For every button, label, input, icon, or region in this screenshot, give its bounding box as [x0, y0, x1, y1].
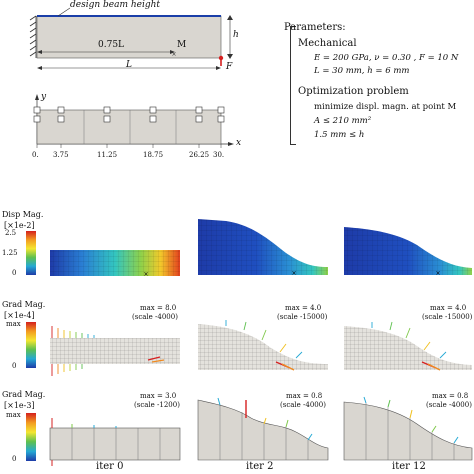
tick-4: 26.25	[189, 151, 210, 159]
svg-text:×: ×	[171, 51, 176, 58]
disp-iter0: ×	[50, 250, 180, 278]
r2c0-scale: (scale -4000)	[132, 313, 178, 321]
r3c0-scale: (scale -1200)	[134, 401, 180, 409]
grad3-tick-bottom: 0	[12, 455, 17, 463]
pos-label: 0.75L	[98, 40, 125, 50]
grad3-iter2	[197, 397, 329, 461]
iter-label-12: iter 12	[392, 461, 426, 472]
beam-body	[36, 15, 222, 59]
length-label: L	[126, 60, 132, 70]
disp-row-scale: [×1e-2]	[4, 221, 35, 230]
grad3-row-scale: [×1e-3]	[4, 401, 35, 410]
r2c1-max: max = 4.0	[285, 304, 322, 312]
beam-diagram: ×	[29, 7, 233, 70]
grad3-iter12	[343, 396, 473, 461]
grad4-tick-top: max	[6, 320, 21, 328]
mechanical-line1: E = 200 GPa, ν = 0.30 , F = 10 N	[314, 53, 459, 63]
disp-tick-top: 2.5	[5, 229, 17, 237]
disp-iter2: ×	[198, 219, 328, 277]
x-axis-label: x	[236, 138, 242, 148]
grad4-row-label: Grad Mag.	[2, 300, 46, 309]
grad3-colorbar	[26, 413, 36, 461]
iter-label-0: iter 0	[96, 461, 124, 472]
tick-3: 18.75	[143, 151, 164, 159]
tick-0: 0.	[32, 151, 39, 159]
r2c1-scale: (scale -15000)	[277, 313, 328, 321]
grad4-colorbar	[26, 322, 36, 368]
force-label: F	[226, 62, 233, 72]
r2c2-max: max = 4.0	[430, 304, 467, 312]
r3c1-scale: (scale -4000)	[280, 401, 326, 409]
parameters-panel: Parameters: Mechanical E = 200 GPa, ν = …	[284, 18, 474, 148]
grad4-iter12	[344, 321, 472, 371]
disp-tick-mid: 1.25	[2, 249, 18, 257]
grad3-row-label: Grad Mag.	[2, 390, 46, 399]
control-points	[33, 106, 225, 123]
h-label: h	[233, 30, 239, 40]
r3c1-max: max = 0.8	[286, 392, 323, 400]
disp-row-label: Disp Mag.	[2, 210, 44, 219]
y-axis-label: y	[41, 92, 47, 102]
grad4-row-scale: [×1e-4]	[4, 311, 35, 320]
r2c2-scale: (scale -15000)	[422, 313, 473, 321]
grad4-tick-bottom: 0	[12, 362, 17, 370]
r3c2-max: max = 0.8	[432, 392, 469, 400]
r3c2-scale: (scale -4000)	[426, 401, 472, 409]
r3c0-max: max = 3.0	[140, 392, 177, 400]
optimization-line2: A ≤ 210 mm²	[314, 116, 372, 126]
svg-text:×: ×	[143, 271, 148, 278]
tick-5: 30.	[213, 151, 225, 159]
fixed-wall	[29, 15, 37, 58]
disp-tick-bottom: 0	[12, 269, 17, 277]
grad3-tick-top: max	[6, 411, 21, 419]
iter-label-2: iter 2	[246, 461, 274, 472]
optimization-line1: minimize displ. magn. at point M	[314, 102, 457, 112]
mechanical-title: Mechanical	[298, 38, 357, 49]
mechanical-line2: L = 30 mm, h = 6 mm	[314, 66, 410, 76]
svg-text:×: ×	[435, 270, 440, 277]
tick-2: 11.25	[97, 151, 118, 159]
r2c0-max: max = 8.0	[140, 304, 177, 312]
grad3-iter0	[49, 418, 181, 466]
disp-iter12: ×	[344, 227, 472, 277]
svg-text:×: ×	[291, 270, 296, 277]
disp-colorbar	[26, 231, 36, 275]
optimization-title: Optimization problem	[298, 86, 409, 97]
tick-1: 3.75	[53, 151, 69, 159]
grad4-iter0	[50, 326, 180, 376]
point-m-label: M	[177, 40, 187, 50]
optimization-line3: 1.5 mm ≤ h	[314, 130, 365, 140]
params-title: Parameters:	[284, 22, 346, 33]
grad4-iter2	[198, 320, 328, 371]
design-height-label: design beam height	[70, 0, 161, 10]
mesh-diagram	[33, 94, 234, 148]
